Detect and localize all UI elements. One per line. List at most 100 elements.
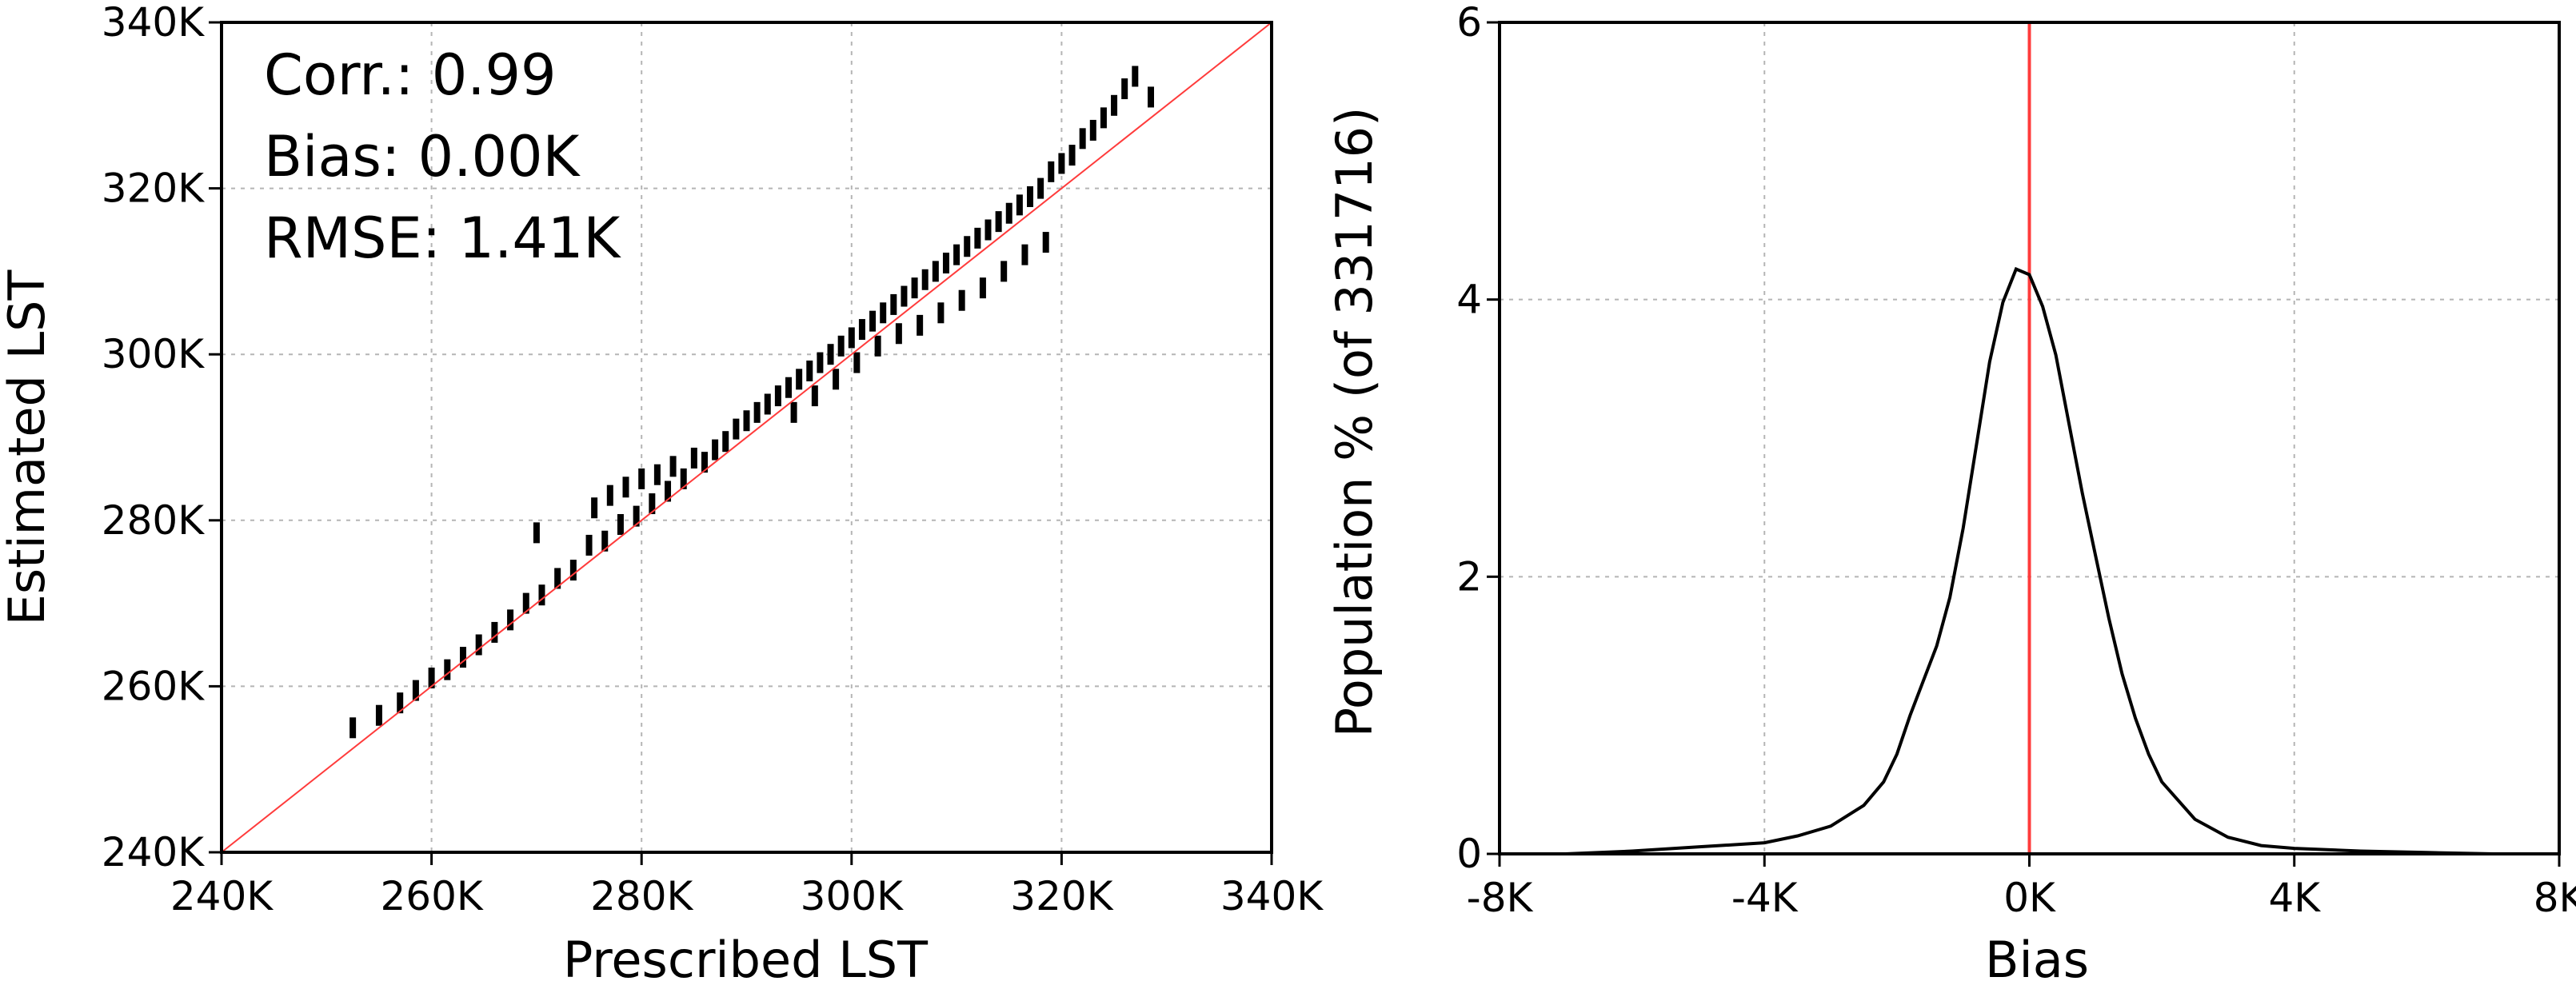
scatter-point: [1021, 244, 1028, 265]
scatter-point: [995, 211, 1002, 233]
scatter-point: [617, 513, 624, 535]
scatter-point: [1016, 194, 1023, 216]
scatter-point: [649, 493, 656, 515]
bias-y-tick-label: 2: [1456, 553, 1482, 600]
scatter-point: [522, 592, 529, 614]
scatter-point: [743, 410, 750, 432]
scatter-point: [1000, 261, 1008, 282]
scatter-point: [979, 277, 986, 299]
scatter-point: [633, 505, 640, 527]
bias-x-tick-label: -8K: [1467, 875, 1534, 921]
scatter-point: [858, 319, 865, 341]
scatter-point: [569, 560, 577, 581]
scatter-point: [1132, 66, 1139, 87]
scatter-point: [722, 431, 729, 453]
bias-annotation: Bias: 0.00K: [264, 124, 581, 189]
bias-x-tick-labels: -8K -4K 0K 4K 8K: [1467, 875, 2576, 921]
bias-distribution-curve: [1565, 266, 2494, 855]
scatter-point: [796, 369, 803, 390]
scatter-point: [958, 289, 965, 311]
scatter-point: [712, 439, 719, 461]
correlation-annotation: Corr.: 0.99: [264, 42, 557, 108]
scatter-point: [690, 447, 697, 469]
scatter-point: [774, 385, 781, 407]
scatter-point: [701, 452, 708, 473]
scatter-point: [1068, 145, 1076, 166]
scatter-point: [827, 344, 834, 365]
scatter-y-tick-labels: 240K 260K 280K 300K 320K 340K: [102, 0, 205, 875]
scatter-point: [491, 621, 498, 643]
scatter-point: [1148, 86, 1155, 108]
scatter-point: [964, 236, 971, 257]
scatter-point: [665, 481, 672, 502]
bias-y-tick-label: 4: [1456, 277, 1482, 323]
scatter-point: [538, 584, 545, 606]
scatter-point: [733, 418, 740, 440]
scatter-point: [790, 401, 797, 423]
scatter-point: [1058, 153, 1065, 174]
scatter-point: [942, 253, 949, 274]
scatter-point: [901, 285, 908, 307]
bias-x-tick-label: 8K: [2534, 875, 2576, 921]
one-to-one-line: [221, 22, 1272, 853]
bias-y-tick-labels: 0 2 4 6: [1456, 0, 1482, 877]
bias-plot-frame: [1498, 21, 2561, 855]
scatter-point: [837, 335, 845, 357]
scatter-point: [638, 468, 645, 489]
scatter-point: [1079, 128, 1086, 150]
bias-ticks: [1487, 21, 2561, 867]
scatter-point: [811, 385, 818, 407]
scatter-point: [817, 352, 824, 373]
bias-distribution-panel: -8K -4K 0K 4K 8K 0 2 4 6 Bias Population…: [1325, 0, 2576, 985]
scatter-x-tick-label: 240K: [170, 873, 274, 919]
scatter-y-axis-title: Estimated LST: [0, 269, 56, 626]
scatter-y-tick-label: 320K: [102, 165, 205, 212]
scatter-y-tick-label: 340K: [102, 0, 205, 46]
scatter-x-tick-labels: 240K 260K 280K 300K 320K 340K: [170, 873, 1324, 919]
scatter-point: [1121, 78, 1128, 100]
scatter-point: [1042, 232, 1049, 253]
scatter-point: [937, 302, 945, 324]
scatter-point: [1111, 94, 1118, 116]
bias-x-tick-label: 0K: [2003, 875, 2056, 921]
bias-x-tick-label: -4K: [1731, 875, 1799, 921]
scatter-point: [459, 647, 466, 668]
scatter-x-tick-label: 300K: [801, 873, 904, 919]
scatter-x-tick-label: 260K: [380, 873, 483, 919]
scatter-y-tick-label: 300K: [102, 331, 205, 377]
scatter-x-axis-title: Prescribed LST: [563, 931, 929, 985]
scatter-x-tick-label: 340K: [1220, 873, 1324, 919]
scatter-point: [475, 634, 482, 656]
scatter-point: [1037, 177, 1044, 199]
scatter-point: [554, 568, 561, 589]
scatter-x-tick-label: 280K: [590, 873, 693, 919]
scatter-point: [653, 464, 661, 485]
scatter-point: [1005, 202, 1012, 224]
rmse-annotation: RMSE: 1.41K: [264, 205, 621, 271]
scatter-point: [869, 310, 877, 332]
scatter-point: [412, 680, 419, 701]
scatter-point: [833, 369, 840, 390]
scatter-point: [785, 377, 793, 398]
bias-x-tick-label: 4K: [2268, 875, 2321, 921]
scatter-point: [533, 522, 540, 544]
scatter-point: [428, 668, 435, 689]
scatter-point: [874, 335, 881, 357]
scatter-point: [1027, 185, 1034, 207]
scatter-point: [806, 360, 813, 381]
bias-y-tick-label: 0: [1456, 831, 1482, 877]
scatter-point: [375, 704, 382, 726]
scatter-point: [848, 327, 855, 349]
scatter-y-tick-label: 260K: [102, 663, 205, 709]
scatter-point: [1048, 161, 1055, 182]
scatter-point: [917, 314, 924, 336]
scatter-point: [397, 692, 404, 714]
scatter-point: [669, 456, 677, 477]
bias-y-tick-label: 6: [1456, 0, 1482, 46]
bias-y-axis-title: Population % (of 331716): [1325, 107, 1384, 738]
scatter-point: [764, 393, 771, 415]
scatter-plot-panel: 240K 260K 280K 300K 320K 340K 240K 260K …: [0, 0, 1324, 985]
scatter-point: [1089, 119, 1096, 141]
scatter-point: [680, 468, 687, 489]
